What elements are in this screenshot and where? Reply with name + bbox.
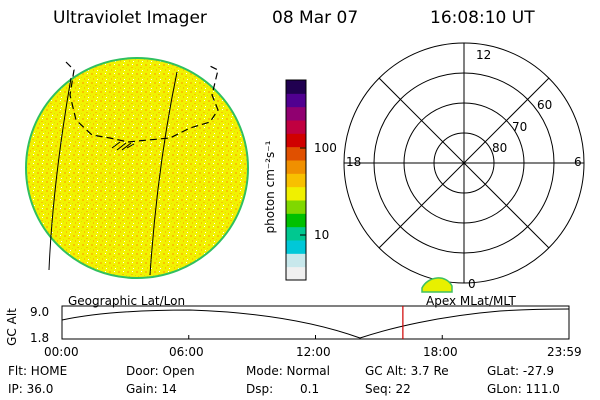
longitude-line	[48, 77, 72, 271]
lat-label-70: 70	[512, 120, 528, 134]
longitude-line	[149, 71, 178, 276]
mlt-label-18: 18	[346, 155, 362, 169]
status-dsp-label: Dsp:	[246, 382, 274, 396]
colorbar-segment	[286, 266, 306, 281]
status-dsp-value: 0.1	[300, 382, 320, 396]
status-gc-alt: GC Alt: 3.7 Re	[365, 364, 449, 378]
lat-label-60: 60	[537, 98, 553, 112]
colorbar-segment	[286, 106, 306, 121]
colorbar-segment	[286, 146, 306, 161]
status-gain: Gain: 14	[126, 382, 177, 396]
colorbar-segment	[286, 133, 306, 148]
status-ip: IP: 36.0	[8, 382, 54, 396]
status-door: Door: Open	[126, 364, 195, 378]
colorbar-segment	[286, 213, 306, 228]
mlt-label-0: 0	[468, 277, 476, 291]
polar-diagonal	[378, 77, 550, 249]
colorbar-segment	[286, 93, 306, 108]
timeline-ytick-low: 1.8	[30, 331, 50, 345]
timeline-xtick-1200: 12:00	[296, 345, 331, 359]
status-mode: Mode: Normal	[246, 364, 330, 378]
colorbar-segment	[286, 226, 306, 241]
status-glat: GLat: -27.9	[487, 364, 554, 378]
colorbar-segment	[286, 240, 306, 254]
status-flight: Flt: HOME	[8, 364, 68, 378]
aurora-patch	[421, 277, 453, 293]
timeline-xtick-0600: 06:00	[169, 345, 204, 359]
coastline-detail	[111, 141, 135, 151]
colorbar-tick-100: 100	[314, 141, 337, 155]
timeline-right-label: Apex MLat/MLT	[426, 294, 516, 308]
mlt-label-6: 6	[574, 155, 582, 169]
timeline-ytick-high: 9.0	[30, 305, 50, 319]
timeline-left-label: Geographic Lat/Lon	[68, 294, 186, 308]
observation-time: 16:08:10 UT	[430, 8, 535, 28]
colorbar-segment	[286, 80, 306, 94]
altitude-curve	[61, 308, 570, 339]
colorbar-segment	[286, 253, 306, 268]
coastline	[65, 61, 219, 143]
timeline-xtick-0000: 00:00	[44, 345, 79, 359]
colorbar-segment	[286, 173, 306, 188]
colorbar-tick-10: 10	[314, 228, 330, 242]
status-seq: Seq: 22	[365, 382, 411, 396]
timeline-xtick-2359: 23:59	[547, 345, 582, 359]
observation-date: 08 Mar 07	[272, 8, 359, 28]
colorbar-segment	[286, 120, 306, 134]
colorbar-segment	[286, 160, 306, 174]
earth-disk	[25, 57, 249, 279]
lat-label-80: 80	[492, 141, 508, 155]
mlt-label-12: 12	[476, 48, 492, 62]
status-glon: GLon: 111.0	[487, 382, 560, 396]
timeline-xtick-1800: 18:00	[423, 345, 458, 359]
instrument-title: Ultraviolet Imager	[53, 8, 207, 28]
colorbar-segment	[286, 200, 306, 214]
colorbar-segment	[286, 186, 306, 201]
